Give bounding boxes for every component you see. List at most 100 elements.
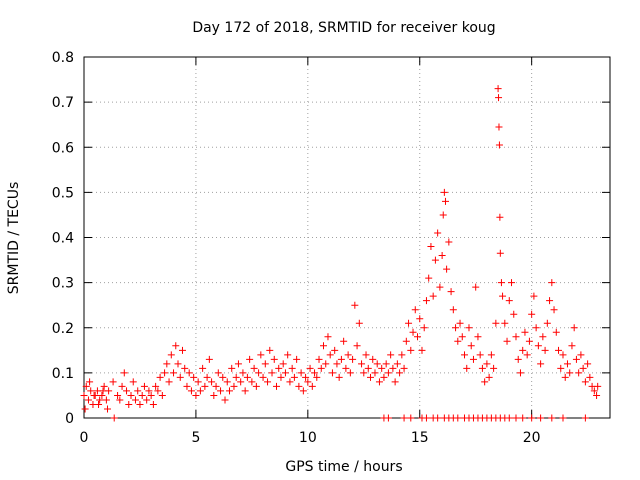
data-point: [102, 396, 110, 404]
data-point: [181, 364, 189, 372]
data-point: [239, 369, 247, 377]
data-point: [161, 369, 169, 377]
data-point: [400, 364, 408, 372]
data-point: [579, 364, 587, 372]
data-point: [369, 355, 377, 363]
data-point: [266, 346, 274, 354]
data-point: [510, 310, 518, 318]
data-point: [581, 414, 589, 422]
data-point: [257, 351, 265, 359]
data-point: [501, 319, 509, 327]
data-point: [306, 364, 314, 372]
data-point: [109, 378, 117, 386]
data-point: [156, 373, 164, 381]
data-point: [221, 396, 229, 404]
data-point: [322, 360, 330, 368]
data-point: [586, 373, 594, 381]
data-point: [447, 288, 455, 296]
data-point: [178, 346, 186, 354]
data-point: [454, 414, 462, 422]
data-point: [183, 382, 191, 390]
data-point: [519, 346, 527, 354]
chart-title: Day 172 of 2018, SRMTID for receiver kou…: [192, 20, 495, 36]
data-point: [436, 283, 444, 291]
data-point: [136, 400, 144, 408]
y-tick-label: 0.6: [52, 140, 74, 156]
y-tick-label: 0.5: [52, 185, 74, 201]
data-point: [420, 324, 428, 332]
data-point: [409, 328, 417, 336]
data-point: [302, 373, 310, 381]
data-point: [268, 369, 276, 377]
data-point: [99, 387, 107, 395]
data-point: [497, 279, 505, 287]
data-point: [319, 342, 327, 350]
data-point: [261, 360, 269, 368]
data-point: [521, 328, 529, 336]
data-point: [546, 297, 554, 305]
data-point: [270, 355, 278, 363]
data-point: [495, 141, 503, 149]
data-point: [248, 378, 256, 386]
data-point: [514, 355, 522, 363]
data-point: [313, 373, 321, 381]
data-point: [539, 333, 547, 341]
data-point: [190, 373, 198, 381]
data-point: [308, 382, 316, 390]
data-point: [407, 346, 415, 354]
data-point: [333, 360, 341, 368]
data-point: [192, 391, 200, 399]
data-point: [552, 328, 560, 336]
data-point: [331, 346, 339, 354]
data-point: [407, 414, 415, 422]
x-tick-label: 15: [411, 430, 429, 446]
data-point: [400, 414, 408, 422]
data-point: [581, 378, 589, 386]
data-point: [371, 369, 379, 377]
y-tick-label: 0.4: [52, 231, 74, 247]
data-point: [165, 378, 173, 386]
data-point: [375, 378, 383, 386]
data-point: [123, 387, 131, 395]
data-point: [532, 324, 540, 332]
data-point: [87, 387, 95, 395]
data-point: [174, 360, 182, 368]
data-point: [275, 364, 283, 372]
data-point: [149, 400, 157, 408]
data-point: [429, 292, 437, 300]
data-point: [232, 373, 240, 381]
data-point: [541, 346, 549, 354]
data-point: [225, 387, 233, 395]
data-point: [378, 364, 386, 372]
data-point: [505, 414, 513, 422]
y-tick-label: 0.2: [52, 321, 74, 337]
data-point: [315, 355, 323, 363]
data-point: [384, 369, 392, 377]
data-point: [566, 369, 574, 377]
data-point: [548, 279, 556, 287]
data-point: [217, 387, 225, 395]
data-point: [537, 360, 545, 368]
data-point: [196, 387, 204, 395]
data-point: [499, 292, 507, 300]
data-point: [559, 351, 567, 359]
data-point: [104, 405, 112, 413]
data-point: [495, 123, 503, 131]
data-point: [593, 391, 601, 399]
data-point: [134, 387, 142, 395]
data-point: [485, 373, 493, 381]
data-point: [534, 342, 542, 350]
data-point: [145, 387, 153, 395]
data-point: [563, 360, 571, 368]
x-axis-label: GPS time / hours: [285, 459, 402, 475]
data-point: [250, 364, 258, 372]
data-point: [438, 252, 446, 260]
data-point: [243, 373, 251, 381]
data-point: [286, 378, 294, 386]
data-point: [503, 337, 511, 345]
data-point: [264, 378, 272, 386]
data-point: [382, 360, 390, 368]
data-point: [550, 306, 558, 314]
data-point: [422, 297, 430, 305]
data-point: [353, 342, 361, 350]
